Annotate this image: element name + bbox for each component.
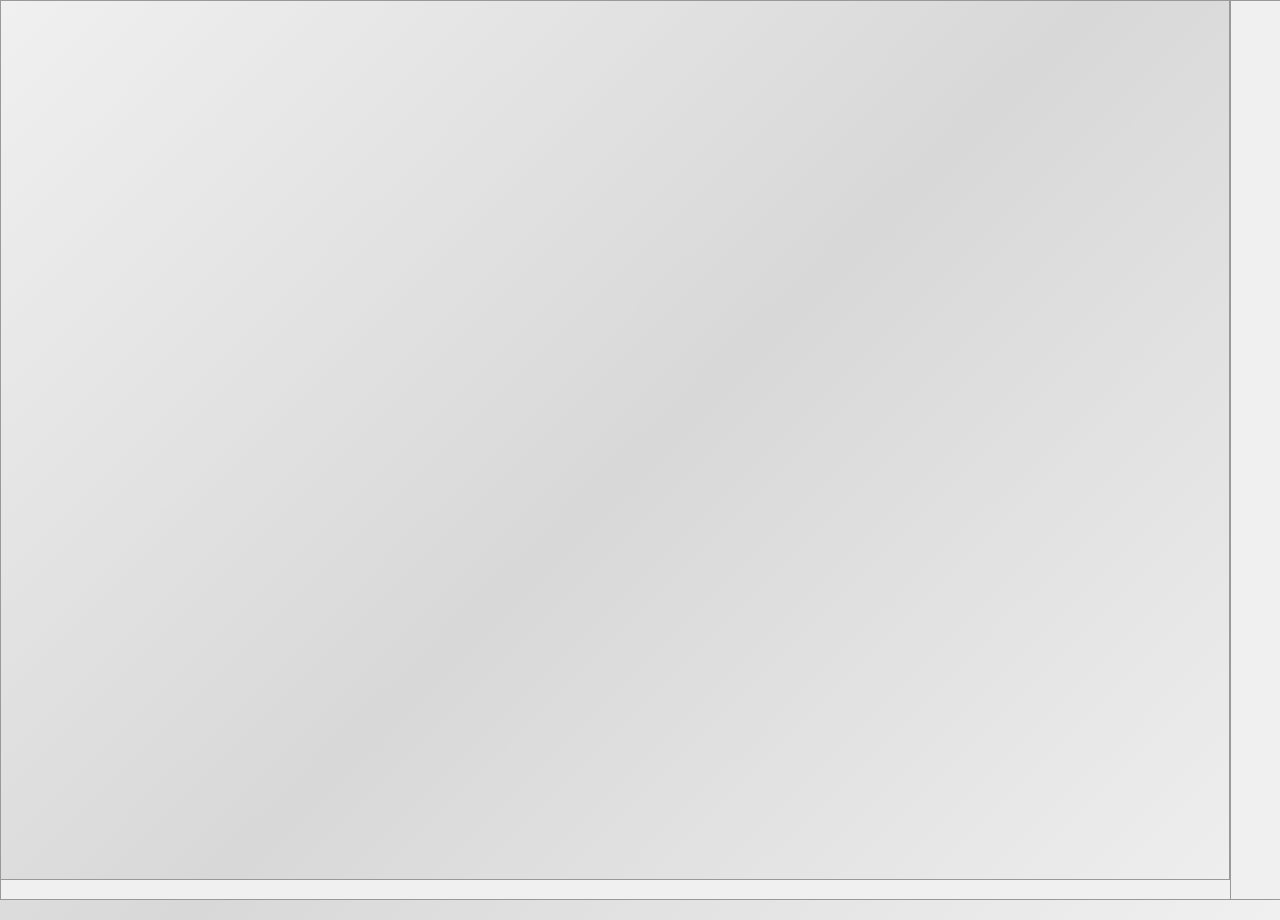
price-axis <box>1230 0 1280 900</box>
ma-svg <box>1 1 1231 901</box>
time-axis <box>1 879 1231 899</box>
chart-area[interactable] <box>0 0 1230 900</box>
